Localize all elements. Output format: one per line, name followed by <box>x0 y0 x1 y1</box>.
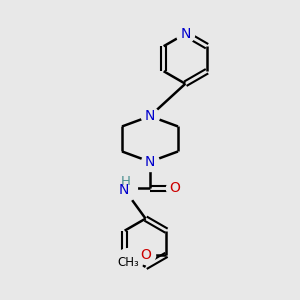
Text: N: N <box>145 109 155 123</box>
Text: O: O <box>169 181 181 195</box>
Text: N: N <box>118 183 129 197</box>
Text: O: O <box>140 248 151 262</box>
Text: CH₃: CH₃ <box>117 256 139 269</box>
Text: H: H <box>121 175 131 188</box>
Text: N: N <box>145 155 155 169</box>
Text: N: N <box>180 27 190 41</box>
